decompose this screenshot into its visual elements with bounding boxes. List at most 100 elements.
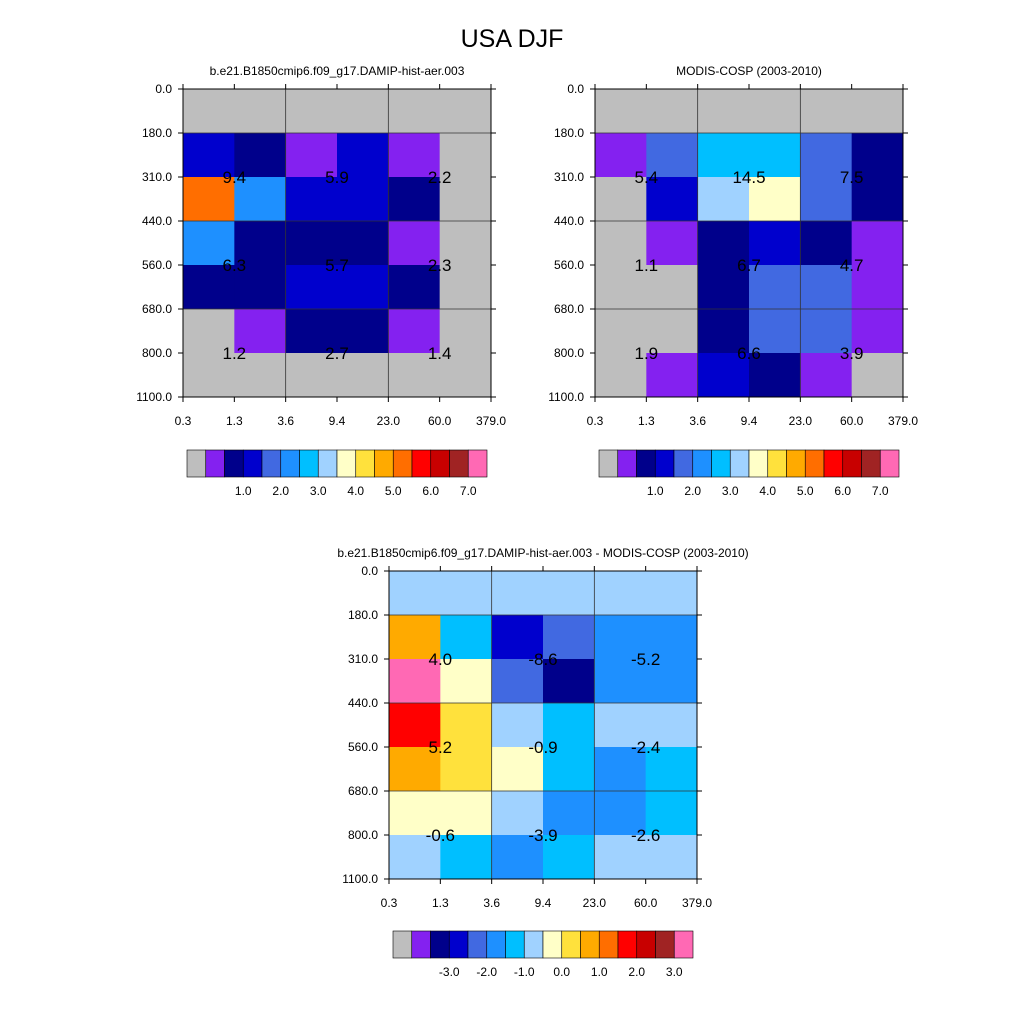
y-tick-label: 1100.0	[136, 390, 172, 404]
heatmap-cell	[285, 133, 338, 178]
heatmap-cell	[285, 221, 338, 266]
heatmap-cell	[234, 221, 287, 266]
y-tick-label: 0.0	[155, 82, 172, 96]
heatmap-cell	[234, 265, 287, 310]
heatmap-panel-2: MODIS-COSP (2003-2010) 0.3 1.3 3.6 9.4 23.0 60…	[548, 64, 918, 498]
figure-title: USA DJF	[461, 25, 564, 53]
heatmap-cell	[234, 177, 287, 222]
colorbar-swatch	[505, 930, 525, 959]
data-label: 1.4	[428, 344, 452, 363]
heatmap-cell	[183, 265, 235, 310]
colorbar-swatch	[467, 930, 488, 959]
data-label: -5.2	[631, 650, 660, 669]
y-tick-label: 680.0	[142, 302, 172, 316]
data-label: 14.5	[732, 168, 765, 187]
heatmap-cell	[543, 659, 595, 704]
heatmap-cell	[389, 835, 441, 880]
heatmap-cell	[749, 221, 801, 266]
heatmap-cell	[439, 353, 492, 398]
x-tick-label: 23.0	[789, 414, 813, 428]
data-label: 6.7	[737, 256, 761, 275]
heatmap-cell	[389, 791, 441, 836]
heatmap-cell	[645, 747, 698, 792]
colorbar-swatch	[317, 449, 338, 478]
y-tick-label: 440.0	[142, 214, 172, 228]
data-label: 5.9	[325, 168, 349, 187]
colorbar: 1.0 2.0 3.0 4.0 5.0 6.0 7.0	[598, 449, 900, 498]
heatmap-cell	[851, 177, 904, 222]
colorbar-label: 2.0	[628, 965, 645, 979]
heatmap-cell	[594, 703, 647, 748]
heatmap-cell	[800, 133, 853, 178]
colorbar-label: -3.0	[439, 965, 460, 979]
colorbar-swatch	[392, 449, 413, 478]
y-tick-label: 180.0	[554, 126, 584, 140]
heatmap-cell	[697, 221, 750, 266]
heatmap-cell	[337, 133, 389, 178]
heatmap-cell	[749, 309, 801, 354]
heatmap-cell	[388, 309, 441, 354]
data-label: 5.7	[325, 256, 349, 275]
colorbar-label: 5.0	[797, 484, 814, 498]
heatmap-cell	[595, 177, 647, 222]
heatmap-cell	[337, 177, 389, 222]
colorbar-swatch	[224, 449, 244, 478]
heatmap-cell	[594, 835, 647, 880]
heatmap-cell	[800, 177, 853, 222]
data-label: -2.4	[631, 738, 660, 757]
colorbar-swatch	[580, 930, 600, 959]
data-label: 5.4	[635, 168, 659, 187]
colorbar-swatch	[729, 449, 750, 478]
heatmap-cell	[646, 177, 699, 222]
heatmap-cell	[440, 659, 493, 704]
heatmap-cell	[491, 659, 544, 704]
heatmap-cell	[851, 133, 904, 178]
heatmap-cell	[183, 353, 235, 398]
heatmap-cell	[645, 659, 698, 704]
heatmap-cell	[749, 133, 801, 178]
y-tick-label: 680.0	[554, 302, 584, 316]
colorbar-swatch	[186, 449, 207, 478]
heatmap-cell	[337, 353, 389, 398]
heatmap-cell	[749, 177, 801, 222]
colorbar-swatch	[804, 449, 825, 478]
data-label: 3.9	[840, 344, 864, 363]
y-tick-label: 440.0	[554, 214, 584, 228]
heatmap-cell	[439, 309, 492, 354]
heatmap-cell	[851, 89, 904, 134]
y-tick-label: 310.0	[142, 170, 172, 184]
heatmap-cell	[234, 133, 287, 178]
heatmap-cell	[388, 221, 441, 266]
colorbar-label: 4.0	[347, 484, 364, 498]
panel-title: b.e21.B1850cmip6.f09_g17.DAMIP-hist-aer.…	[210, 64, 465, 78]
x-tick-label: 379.0	[476, 414, 506, 428]
heatmap-cell	[749, 265, 801, 310]
x-tick-label: 3.6	[689, 414, 706, 428]
data-label: 6.3	[223, 256, 247, 275]
data-label: 1.1	[635, 256, 659, 275]
colorbar-swatch	[523, 930, 544, 959]
heatmap-cell	[646, 353, 699, 398]
y-tick-label: 560.0	[348, 740, 378, 754]
data-label: 2.2	[428, 168, 452, 187]
heatmap-cell	[439, 177, 492, 222]
y-tick-label: 1100.0	[548, 390, 584, 404]
heatmap-cell	[491, 835, 544, 880]
y-tick-label: 180.0	[348, 608, 378, 622]
y-tick-label: 560.0	[142, 258, 172, 272]
heatmap-cell	[697, 133, 750, 178]
y-tick-label: 440.0	[348, 696, 378, 710]
colorbar-label: 3.0	[722, 484, 739, 498]
heatmap-cell	[646, 89, 699, 134]
data-label: -0.9	[528, 738, 557, 757]
heatmap-cell	[697, 309, 750, 354]
x-tick-label: 9.4	[741, 414, 758, 428]
heatmap-cell	[800, 89, 853, 134]
y-tick-label: 310.0	[554, 170, 584, 184]
colorbar-label: 2.0	[684, 484, 701, 498]
x-tick-label: 3.6	[277, 414, 294, 428]
data-label: 4.7	[840, 256, 864, 275]
heatmap-cell	[388, 177, 441, 222]
y-tick-label: 0.0	[361, 564, 378, 578]
